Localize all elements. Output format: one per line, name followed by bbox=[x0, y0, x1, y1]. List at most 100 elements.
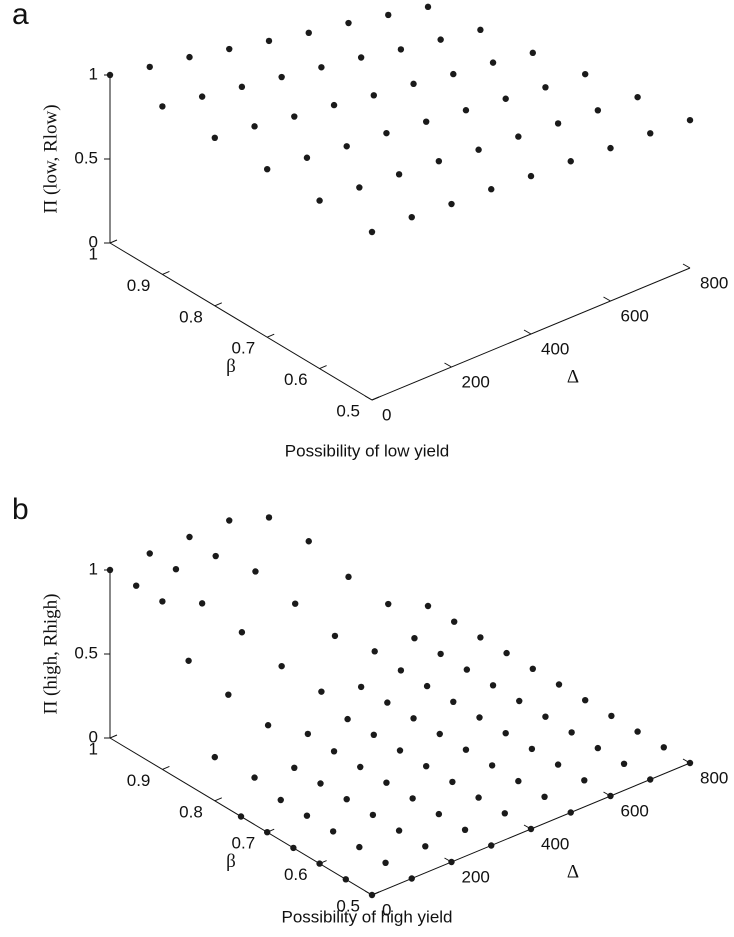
surface-point bbox=[408, 213, 415, 221]
surface-point bbox=[527, 172, 535, 180]
surface-point bbox=[304, 730, 312, 738]
x-label: Possibility of low yield bbox=[285, 441, 449, 460]
z-tick-label: 1 bbox=[89, 559, 98, 578]
z-axis-label: Π (high, Rhigh) bbox=[40, 594, 61, 715]
surface-point bbox=[383, 779, 390, 786]
surface-point bbox=[529, 665, 536, 672]
surface-point bbox=[345, 19, 352, 27]
beta-tick-label: 1 bbox=[89, 244, 98, 263]
surface-point bbox=[437, 36, 444, 43]
surface-point bbox=[554, 120, 562, 127]
surface-point bbox=[198, 600, 206, 607]
surface-point bbox=[397, 667, 405, 674]
beta-tick-label: 0.7 bbox=[232, 339, 256, 358]
surface-point bbox=[226, 45, 233, 53]
delta-tick-label: 0 bbox=[382, 405, 391, 424]
delta-tick bbox=[682, 263, 691, 269]
surface-point bbox=[488, 842, 495, 849]
surface-point bbox=[303, 154, 311, 161]
surface-point bbox=[369, 811, 377, 819]
surface-point bbox=[317, 780, 324, 787]
surface-point bbox=[385, 11, 392, 19]
surface-point bbox=[133, 582, 140, 589]
surface-point bbox=[159, 598, 166, 605]
surface-point bbox=[409, 795, 416, 802]
surface-point bbox=[410, 80, 417, 88]
surface-point bbox=[371, 648, 378, 655]
z-axis-label: Π (low, Rlow) bbox=[40, 104, 61, 213]
z-tick-label: 0.5 bbox=[74, 643, 98, 662]
delta-tick-label: 600 bbox=[621, 306, 649, 325]
surface-point bbox=[424, 602, 432, 610]
beta-tick-label: 0.6 bbox=[284, 865, 308, 884]
surface-point bbox=[568, 729, 575, 736]
delta-axis-label: Δ bbox=[567, 861, 579, 882]
surface-point bbox=[292, 600, 299, 607]
surface-point bbox=[581, 777, 588, 784]
surface-point bbox=[357, 54, 365, 61]
surface-point bbox=[686, 116, 694, 124]
surface-point bbox=[634, 728, 641, 735]
surface-point bbox=[396, 747, 404, 754]
surface-point bbox=[237, 813, 245, 820]
surface-point bbox=[251, 123, 258, 130]
beta-axis-label: β bbox=[226, 356, 236, 377]
delta-tick-label: 600 bbox=[621, 801, 649, 820]
surface-point bbox=[488, 762, 496, 769]
delta-tick-label: 400 bbox=[541, 834, 569, 853]
delta-tick-label: 400 bbox=[541, 339, 569, 358]
surface-point bbox=[423, 763, 430, 770]
surface-point bbox=[291, 113, 298, 120]
surface-point bbox=[542, 713, 549, 720]
surface-point bbox=[423, 118, 430, 125]
surface-point bbox=[489, 682, 497, 689]
surface-point bbox=[503, 649, 510, 657]
delta-tick-label: 800 bbox=[700, 273, 728, 292]
surface-point bbox=[647, 130, 654, 137]
surface-point bbox=[488, 186, 495, 193]
surface-point bbox=[277, 796, 284, 804]
surface-point bbox=[186, 533, 193, 541]
surface-point bbox=[476, 714, 483, 721]
delta-tick-label: 800 bbox=[700, 768, 728, 787]
surface-point bbox=[463, 666, 471, 673]
surface-point bbox=[451, 618, 458, 625]
surface-point bbox=[357, 763, 364, 771]
surface-point bbox=[212, 552, 219, 560]
z-tick-label: 0 bbox=[89, 232, 98, 251]
surface-point bbox=[264, 829, 271, 836]
surface-point bbox=[477, 26, 484, 34]
surface-point bbox=[594, 107, 602, 114]
surface-point bbox=[198, 93, 206, 100]
surface-point bbox=[318, 688, 325, 695]
surface-point bbox=[461, 826, 469, 833]
surface-point bbox=[634, 93, 641, 101]
surface-point bbox=[411, 635, 418, 642]
surface-point bbox=[264, 166, 271, 173]
surface-point bbox=[368, 891, 376, 899]
surface-point bbox=[620, 760, 628, 767]
surface-point bbox=[318, 64, 325, 71]
surface-point bbox=[437, 650, 444, 658]
surface-point bbox=[395, 171, 403, 178]
surface-point bbox=[647, 776, 654, 783]
beta-tick-label: 0.8 bbox=[179, 802, 203, 821]
surface-point bbox=[342, 876, 349, 883]
surface-point bbox=[422, 843, 429, 850]
surface-point bbox=[475, 146, 482, 153]
surface-point bbox=[370, 731, 377, 738]
surface-point bbox=[225, 691, 232, 698]
surface-point bbox=[238, 629, 246, 636]
surface-point bbox=[410, 715, 417, 722]
surface-point bbox=[343, 796, 350, 803]
surface-point bbox=[370, 92, 377, 99]
beta-tick bbox=[162, 270, 170, 275]
surface-point bbox=[356, 843, 363, 851]
surface-point bbox=[106, 566, 114, 574]
z-tick-label: 1 bbox=[89, 64, 98, 83]
beta-tick-label: 1 bbox=[89, 739, 98, 758]
surface-point bbox=[541, 793, 548, 800]
surface-point bbox=[305, 538, 312, 545]
surface-point bbox=[251, 774, 258, 781]
